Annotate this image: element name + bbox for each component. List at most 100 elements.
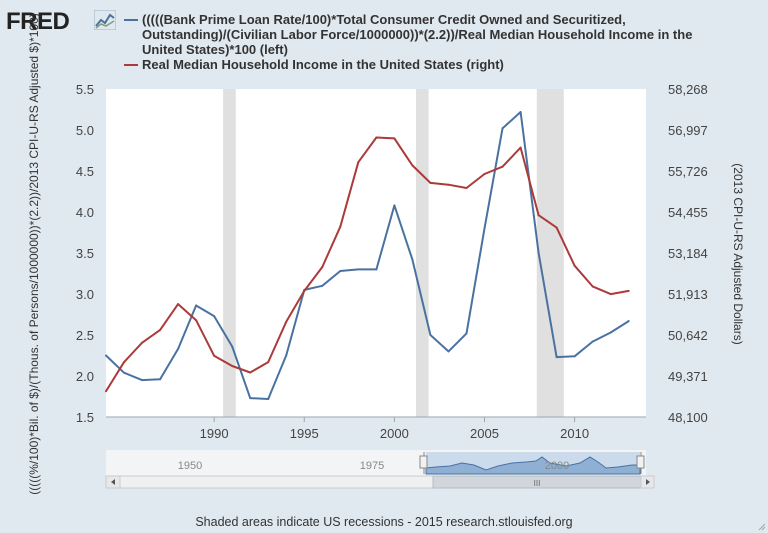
series-1-point [141, 379, 144, 382]
series-2-point [285, 320, 288, 323]
recession-band-1 [223, 89, 236, 417]
series-1-point [501, 127, 504, 130]
legend-swatch-series-1 [124, 19, 138, 21]
series-2-point [231, 365, 234, 368]
series-1-point [321, 284, 324, 287]
series-1-point [339, 270, 342, 273]
series-2-point [483, 172, 486, 175]
fred-logo: FRED [6, 8, 116, 35]
navigator-labels: 1950 1975 2000 [178, 460, 569, 472]
series-2-point [501, 165, 504, 168]
series-2-point [375, 136, 378, 139]
right-tick-label: 51,913 [668, 287, 708, 302]
recession-band-2 [416, 89, 429, 417]
x-tick-label: 1995 [290, 426, 319, 441]
x-tick-label: 2010 [560, 426, 589, 441]
left-tick-label: 5.5 [76, 82, 94, 97]
navigator-year-label: 1950 [178, 460, 202, 472]
left-tick-label: 2.5 [76, 328, 94, 343]
series-2-point [177, 303, 180, 306]
series-1-point [249, 397, 252, 400]
x-tick-label: 1990 [200, 426, 229, 441]
footer-note: Shaded areas indicate US recessions - 20… [195, 515, 573, 529]
series-1-point [465, 332, 468, 335]
series-2-point [465, 186, 468, 189]
navigator-handle-right-grip[interactable] [636, 455, 645, 469]
navigator-series-shape [425, 456, 641, 475]
x-tick-label: 2000 [380, 426, 409, 441]
series-1-point [411, 258, 414, 261]
series-2-point [393, 137, 396, 140]
navigator-year-label: 1975 [360, 460, 384, 472]
series-2-point [141, 341, 144, 344]
series-1-point [609, 331, 612, 334]
legend-swatch-series-2 [124, 64, 138, 66]
series-1-point [285, 354, 288, 357]
series-1-point [573, 355, 576, 358]
scroll-right-arrow-icon [646, 479, 650, 485]
series-1-point [483, 227, 486, 230]
series-1-point [375, 268, 378, 271]
series-2-point [195, 319, 198, 322]
left-tick-label: 4.5 [76, 164, 94, 179]
legend-item-series-1[interactable]: (((((Bank Prime Loan Rate/100)*Total Con… [124, 12, 724, 58]
series-line-1 [105, 111, 630, 400]
left-axis-label: (((((%/100)*Bil. of $)/(Thous. of Person… [27, 13, 41, 495]
series-1-point [429, 334, 432, 336]
series-1-point [627, 320, 630, 323]
right-axis: 48,100 49,371 50,642 51,913 53,184 54,455 55,7… [668, 82, 708, 425]
legend-item-series-2[interactable]: Real Median Household Income in the Unit… [124, 57, 724, 73]
left-tick-label: 2.0 [76, 369, 94, 384]
series-1-point [177, 347, 180, 350]
series-1-point [591, 340, 594, 343]
right-tick-label: 50,642 [668, 328, 708, 343]
series-1-point [159, 378, 162, 381]
navigator-year-label: 2000 [545, 460, 569, 472]
series-2-point [213, 354, 216, 357]
series-2-point [429, 181, 432, 184]
scrollbar-thumb-grip: III [534, 479, 541, 488]
right-tick-label: 58,268 [668, 82, 708, 97]
series-2-point [321, 266, 324, 268]
series-1-point [357, 268, 360, 271]
left-tick-label: 4.0 [76, 205, 94, 220]
right-tick-label: 54,455 [668, 205, 708, 220]
series-2-point [159, 328, 162, 331]
series-1-point [105, 354, 107, 357]
series-1-point [213, 315, 216, 318]
navigator-handle-left-grip[interactable] [419, 455, 428, 469]
x-axis: 1990 1995 2000 2005 2010 [200, 417, 589, 441]
left-tick-label: 3.5 [76, 246, 94, 261]
fred-logo-text: FRED [6, 8, 70, 35]
right-tick-label: 56,997 [668, 123, 708, 138]
left-tick-label: 5.0 [76, 123, 94, 138]
legend-label-series-2: Real Median Household Income in the Unit… [142, 57, 504, 72]
series-1-point [267, 397, 270, 400]
series-2-point [573, 264, 576, 267]
series-2-point [627, 289, 630, 292]
series-1-point [555, 356, 558, 359]
series-2-point [411, 164, 414, 167]
navigator[interactable]: 1950 1975 2000 III [105, 450, 655, 489]
series-line-2 [105, 136, 629, 392]
series-2-point [609, 293, 612, 296]
series-2-point [519, 146, 522, 149]
legend-label-series-1: (((((Bank Prime Loan Rate/100)*Total Con… [142, 12, 693, 57]
right-axis-label: (2013 CPI-U-RS Adjusted Dollars) [731, 163, 745, 344]
series-2-point [105, 390, 107, 393]
left-axis: 1.5 2.0 2.5 3.0 3.5 4.0 4.5 5.0 5.5 [76, 82, 94, 425]
right-tick-label: 48,100 [668, 410, 708, 425]
left-tick-label: 1.5 [76, 410, 94, 425]
series-2-point [123, 361, 126, 364]
series-2-point [303, 289, 306, 292]
series-1-point [519, 110, 522, 113]
series-2-point [447, 183, 450, 186]
series-2-point [339, 225, 342, 228]
series-1-point [393, 204, 396, 207]
series-1-point [195, 304, 198, 307]
scroll-left-arrow-icon [111, 479, 115, 485]
recession-band-3 [536, 89, 564, 417]
series-2-point [249, 371, 252, 374]
resize-grip-icon[interactable] [756, 521, 766, 531]
